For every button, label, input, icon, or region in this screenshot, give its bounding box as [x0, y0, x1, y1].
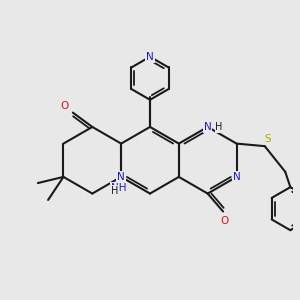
Text: NH: NH	[111, 183, 126, 193]
Text: N: N	[204, 122, 212, 132]
Text: O: O	[61, 101, 69, 111]
Text: O: O	[220, 216, 228, 226]
Text: N: N	[233, 172, 240, 182]
Text: N: N	[117, 172, 125, 182]
Text: S: S	[264, 134, 271, 144]
Text: N: N	[146, 52, 154, 62]
Text: H: H	[111, 186, 119, 196]
Text: H: H	[215, 122, 223, 132]
